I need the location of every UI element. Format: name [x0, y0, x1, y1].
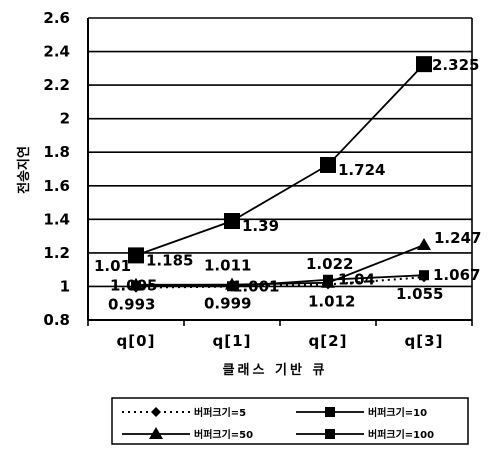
- data-point: [224, 213, 240, 230]
- legend-label: 버퍼크기=10: [368, 406, 427, 419]
- series-line: [135, 63, 425, 257]
- y-tick-label: 2.6: [43, 9, 70, 27]
- data-label: 1.39: [242, 217, 279, 235]
- data-label: 0.993: [108, 296, 155, 314]
- data-label: 1.022: [306, 255, 353, 273]
- legend-label: 버퍼크기=5: [194, 406, 246, 419]
- y-tick-label: 2.4: [43, 43, 70, 61]
- x-axis-title: 클래스 기반 큐: [223, 362, 328, 378]
- y-tick-label: 2.2: [43, 76, 70, 94]
- data-label: 1.067: [433, 266, 480, 284]
- series-group: [128, 56, 432, 293]
- y-axis-title: 전송지연: [16, 146, 32, 194]
- data-label: 1.04: [338, 271, 375, 289]
- data-label: 1.005: [110, 277, 157, 295]
- data-label: 1.055: [396, 285, 443, 303]
- series-line: [135, 244, 425, 286]
- legend: 버퍼크기=5 버퍼크기=10 버퍼크기=50 버퍼크기=100: [111, 397, 469, 445]
- axes: 0.8 1 1.2 1.4 1.6 1.8 2 2.2 2.4 2.6 q[0] q[1] q[2] q[…: [43, 9, 473, 350]
- data-point: [417, 238, 431, 251]
- y-tick-label: 1.2: [43, 244, 70, 262]
- x-tick-label: q[3]: [405, 332, 444, 350]
- data-label: 0.999: [204, 295, 251, 313]
- x-tick-label: q[1]: [213, 332, 252, 350]
- y-tick-label: 1: [60, 277, 70, 295]
- data-point: [416, 56, 432, 73]
- y-tick-label: 1.4: [43, 210, 70, 228]
- data-point: [320, 156, 336, 173]
- series-line: [135, 276, 425, 289]
- data-label: 1.011: [204, 257, 251, 275]
- y-tick-label: 0.8: [43, 311, 70, 329]
- data-label: 1.012: [308, 292, 355, 310]
- legend-label: 버퍼크기=50: [194, 428, 253, 441]
- gridlines: [88, 17, 472, 321]
- y-tick-label: 1.6: [43, 177, 70, 195]
- data-label: 1.01: [94, 257, 131, 275]
- legend-marker: [325, 407, 335, 417]
- legend-box: [111, 397, 469, 445]
- data-label: 1.185: [146, 251, 193, 269]
- data-label: 1.724: [338, 161, 385, 179]
- data-label: 1.247: [434, 229, 481, 247]
- y-tick-label: 2: [60, 110, 70, 128]
- x-tick-label: q[2]: [309, 332, 348, 350]
- data-label: 1.001: [232, 277, 279, 295]
- data-point: [225, 277, 239, 290]
- data-label: 2.325: [432, 56, 479, 74]
- data-point: [128, 247, 144, 264]
- legend-marker: [325, 429, 335, 439]
- x-tick-label: q[0]: [117, 332, 156, 350]
- y-tick-label: 1.8: [43, 143, 70, 161]
- legend-label: 버퍼크기=100: [368, 428, 434, 441]
- data-point: [321, 275, 335, 288]
- data-point: [129, 277, 143, 290]
- legend-marker: [151, 407, 161, 417]
- legend-marker: [149, 427, 163, 439]
- data-point: [419, 270, 429, 281]
- data-labels: 0.993 0.999 1.012 1.055 1.005 1.001 1.04 1.067 1…: [94, 56, 481, 313]
